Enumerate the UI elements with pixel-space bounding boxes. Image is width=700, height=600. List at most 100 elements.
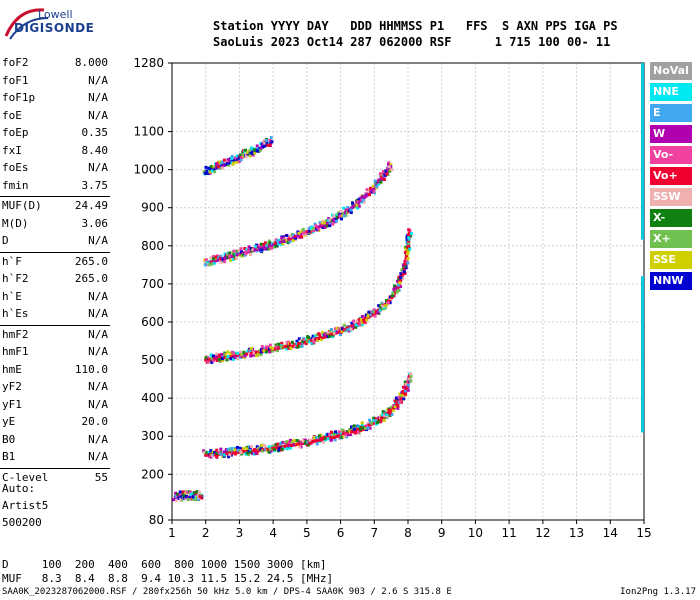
trace-point (346, 431, 350, 435)
echo-point (408, 378, 412, 382)
trace-point (233, 254, 237, 258)
trace-point (302, 231, 306, 235)
echo-point (321, 220, 325, 224)
param-label: foE (2, 108, 22, 122)
trace-point (175, 495, 179, 499)
trace-point (213, 357, 217, 361)
echo-point (237, 251, 241, 255)
echo-point (187, 491, 191, 495)
param-label: foEp (2, 126, 29, 139)
echo-point (246, 349, 250, 353)
echo-point (345, 325, 349, 329)
echo-point (238, 446, 242, 450)
trace-point (212, 259, 216, 263)
trace-point (187, 495, 191, 499)
echo-point (240, 253, 244, 257)
echo-point (360, 323, 364, 327)
legend-item: Vo+ (650, 167, 692, 185)
echo-point (292, 443, 296, 447)
echo-point (405, 240, 409, 244)
echo-point (182, 496, 186, 500)
trace-point (393, 405, 397, 409)
x-tick-label: 5 (303, 526, 311, 540)
echo-point (328, 224, 332, 228)
echo-point (307, 335, 311, 339)
echo-point (367, 189, 371, 193)
trace-point (346, 209, 350, 213)
echo-point (265, 350, 269, 354)
echo-point (398, 281, 402, 285)
echo-point (401, 390, 405, 394)
echo-point (248, 349, 252, 353)
trace-point (408, 231, 412, 235)
echo-point (290, 439, 294, 443)
echo-point (239, 156, 243, 160)
trace-point (314, 439, 318, 443)
echo-point (399, 276, 403, 280)
trace-point (306, 339, 310, 343)
x-tick-label: 1 (168, 526, 176, 540)
echo-point (277, 242, 281, 246)
trace-point (334, 217, 338, 221)
trace-point (240, 450, 244, 454)
echo-point (287, 440, 291, 444)
trace-point (257, 147, 261, 151)
echo-point (274, 238, 278, 242)
echo-point (232, 355, 236, 359)
echo-point (273, 242, 277, 246)
trace-point (349, 430, 353, 434)
trace-point (390, 408, 394, 412)
echo-point (256, 448, 260, 452)
echo-point (338, 436, 342, 440)
echo-point (266, 243, 270, 247)
param-label: M(D) (2, 216, 29, 230)
trace-point (293, 235, 297, 239)
trace-point (275, 446, 279, 450)
trace-point (387, 411, 391, 415)
trace-point (189, 495, 193, 499)
trace-point (298, 233, 302, 237)
echo-point (366, 315, 370, 319)
echo-point (317, 332, 321, 336)
echo-point (257, 447, 261, 451)
echo-point (374, 421, 378, 425)
echo-point (362, 200, 366, 204)
echo-point (192, 497, 196, 501)
x-tick-label: 10 (468, 526, 483, 540)
echo-point (276, 239, 280, 243)
echo-point (385, 302, 389, 306)
trace-point (355, 202, 359, 206)
echo-point (352, 427, 356, 431)
trace-point (251, 449, 255, 453)
trace-point (229, 160, 233, 164)
echo-point (300, 235, 304, 239)
echo-point (407, 379, 411, 383)
trace-point (386, 301, 390, 305)
trace-point (372, 312, 376, 316)
echo-point (208, 359, 212, 363)
echo-point (324, 433, 328, 437)
echo-point (282, 239, 286, 243)
trace-point (367, 315, 371, 319)
echo-point (403, 261, 407, 265)
trace-point (386, 411, 390, 415)
trace-point (282, 345, 286, 349)
echo-point (399, 272, 403, 276)
echo-point (306, 336, 310, 340)
echo-point (209, 353, 213, 357)
echo-point (295, 438, 299, 442)
trace-point (373, 186, 377, 190)
echo-point (289, 343, 293, 347)
echo-point (204, 354, 208, 358)
trace-point (191, 494, 195, 498)
echo-point (374, 180, 378, 184)
trace-point (255, 350, 259, 354)
trace-point (407, 375, 411, 379)
echo-point (334, 217, 338, 221)
trace-point (234, 158, 238, 162)
echo-point (313, 436, 317, 440)
echo-point (338, 333, 342, 337)
echo-point (351, 201, 355, 205)
trace-point (237, 450, 241, 454)
echo-point (227, 251, 231, 255)
